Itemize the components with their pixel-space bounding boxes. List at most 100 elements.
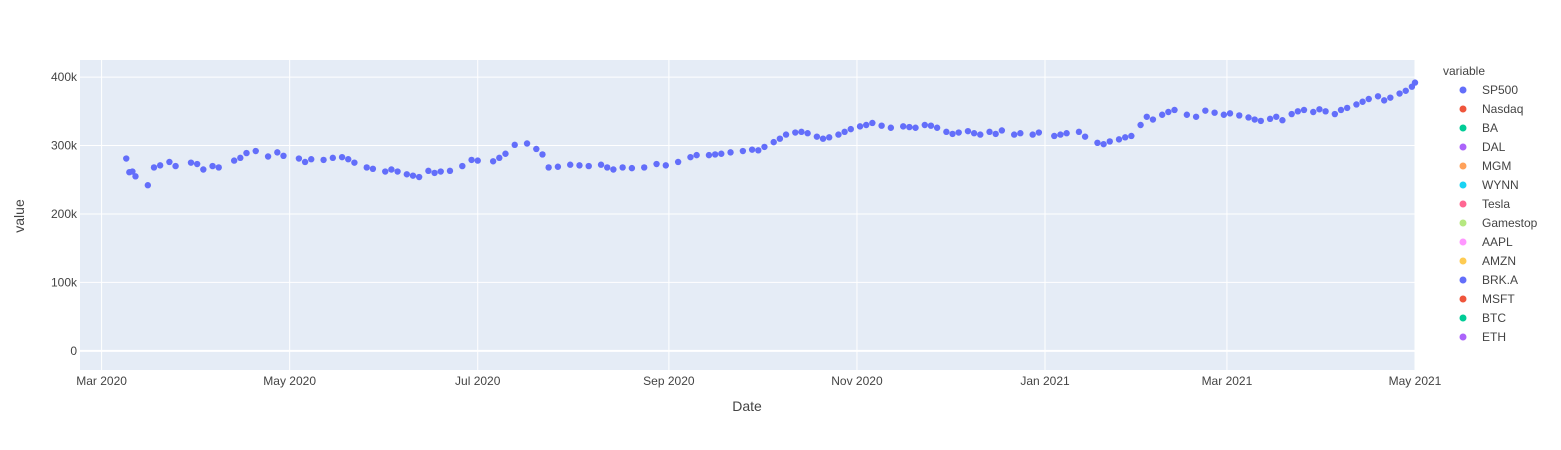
data-point[interactable]: [912, 124, 919, 131]
data-point[interactable]: [1343, 104, 1351, 112]
data-point[interactable]: [1294, 108, 1302, 115]
data-point[interactable]: [1137, 121, 1144, 129]
data-point[interactable]: [977, 131, 984, 138]
data-point[interactable]: [301, 158, 309, 166]
data-point[interactable]: [280, 152, 287, 160]
data-point[interactable]: [653, 160, 660, 168]
data-point[interactable]: [1149, 116, 1157, 123]
legend-item[interactable]: AMZN: [1459, 254, 1517, 268]
data-point[interactable]: [1288, 110, 1295, 118]
data-point[interactable]: [1310, 108, 1317, 116]
data-point[interactable]: [878, 122, 885, 129]
data-point[interactable]: [863, 121, 870, 129]
data-point[interactable]: [1165, 108, 1172, 116]
data-point[interactable]: [674, 158, 682, 166]
data-point[interactable]: [1402, 87, 1409, 94]
data-point[interactable]: [992, 130, 999, 138]
data-point[interactable]: [813, 133, 821, 140]
data-point[interactable]: [523, 140, 531, 147]
legend-item[interactable]: BA: [1459, 121, 1499, 135]
data-point[interactable]: [1100, 140, 1107, 148]
data-point[interactable]: [1051, 132, 1058, 140]
data-point[interactable]: [998, 127, 1006, 134]
data-point[interactable]: [351, 159, 358, 166]
data-point[interactable]: [687, 153, 694, 161]
data-point[interactable]: [209, 162, 216, 170]
legend-item[interactable]: MSFT: [1459, 292, 1516, 306]
data-point[interactable]: [819, 135, 827, 142]
data-point[interactable]: [545, 164, 552, 171]
data-point[interactable]: [576, 162, 583, 169]
data-point[interactable]: [835, 131, 842, 138]
data-point[interactable]: [415, 173, 423, 181]
legend-item[interactable]: BRK.A: [1459, 273, 1519, 287]
data-point[interactable]: [899, 123, 907, 130]
data-point[interactable]: [363, 164, 370, 171]
data-point[interactable]: [1183, 111, 1191, 118]
data-point[interactable]: [986, 128, 993, 136]
data-point[interactable]: [933, 124, 941, 131]
data-point[interactable]: [388, 166, 395, 173]
data-point[interactable]: [215, 164, 222, 171]
legend-item[interactable]: Gamestop: [1459, 216, 1538, 230]
data-point[interactable]: [1158, 111, 1166, 118]
data-point[interactable]: [705, 151, 713, 159]
data-point[interactable]: [230, 157, 238, 164]
data-point[interactable]: [1387, 94, 1394, 101]
data-point[interactable]: [718, 150, 725, 157]
data-point[interactable]: [610, 166, 617, 173]
data-point[interactable]: [841, 128, 848, 136]
data-point[interactable]: [949, 130, 956, 138]
data-point[interactable]: [847, 125, 854, 133]
legend-item[interactable]: WYNN: [1459, 178, 1519, 192]
data-point[interactable]: [798, 128, 805, 136]
data-point[interactable]: [970, 130, 978, 137]
data-point[interactable]: [237, 154, 244, 162]
data-point[interactable]: [1257, 117, 1265, 125]
legend-item[interactable]: Tesla: [1459, 197, 1511, 211]
data-point[interactable]: [409, 172, 417, 179]
data-point[interactable]: [1115, 136, 1123, 143]
data-point[interactable]: [1236, 112, 1243, 119]
data-point[interactable]: [459, 162, 466, 170]
data-point[interactable]: [943, 128, 950, 136]
data-point[interactable]: [619, 164, 626, 171]
data-point[interactable]: [1245, 114, 1252, 121]
legend-item[interactable]: BTC: [1459, 311, 1507, 325]
data-point[interactable]: [554, 163, 562, 170]
data-point[interactable]: [739, 147, 747, 155]
data-point[interactable]: [748, 146, 756, 153]
data-point[interactable]: [446, 167, 454, 175]
data-point[interactable]: [502, 150, 509, 157]
data-point[interactable]: [869, 119, 876, 127]
legend-item[interactable]: AAPL: [1459, 235, 1514, 249]
data-point[interactable]: [144, 182, 152, 189]
data-point[interactable]: [826, 134, 833, 141]
data-point[interactable]: [1017, 130, 1024, 137]
data-point[interactable]: [200, 166, 207, 173]
data-point[interactable]: [597, 161, 605, 168]
data-point[interactable]: [1143, 113, 1150, 120]
data-point[interactable]: [1081, 133, 1089, 140]
data-point[interactable]: [856, 123, 864, 130]
data-point[interactable]: [782, 131, 790, 138]
data-point[interactable]: [1220, 111, 1228, 118]
data-point[interactable]: [338, 153, 346, 161]
legend-item[interactable]: SP500: [1459, 83, 1519, 97]
data-point[interactable]: [264, 153, 272, 160]
data-point[interactable]: [1359, 98, 1366, 105]
data-point[interactable]: [1171, 106, 1178, 114]
data-point[interactable]: [1322, 108, 1329, 115]
data-point[interactable]: [1411, 79, 1419, 86]
data-point[interactable]: [792, 129, 799, 136]
data-point[interactable]: [1075, 128, 1083, 136]
data-point[interactable]: [1300, 106, 1308, 114]
data-point[interactable]: [1202, 107, 1209, 114]
data-point[interactable]: [1226, 110, 1234, 117]
data-point[interactable]: [1192, 113, 1200, 120]
data-point[interactable]: [129, 168, 136, 175]
data-point[interactable]: [1353, 101, 1360, 108]
data-point[interactable]: [533, 145, 540, 153]
data-point[interactable]: [1035, 129, 1043, 136]
data-point[interactable]: [1211, 109, 1218, 116]
